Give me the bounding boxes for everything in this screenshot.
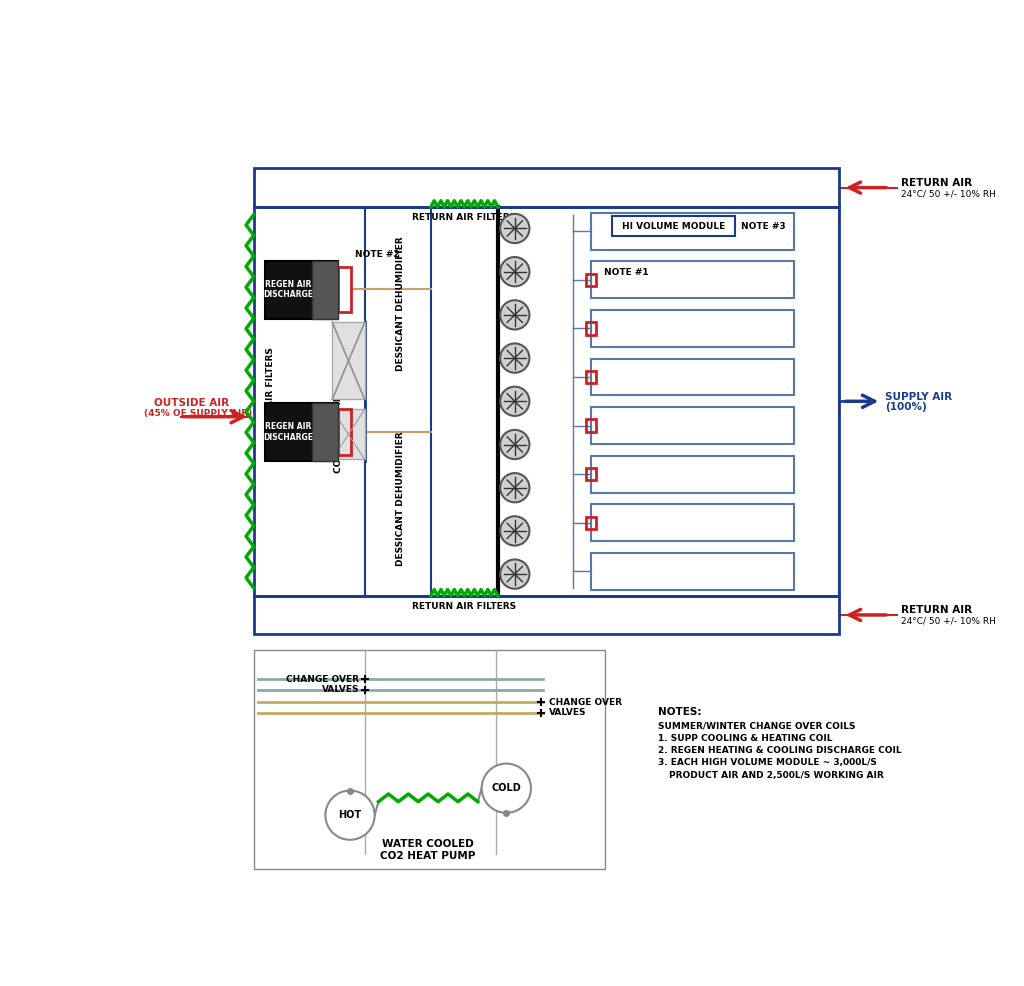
Text: NOTE #2: NOTE #2 <box>355 250 400 259</box>
Text: CHANGE OVER
VALVES: CHANGE OVER VALVES <box>549 698 622 717</box>
Bar <box>591 553 795 590</box>
Text: 24°C/ 50 +/- 10% RH: 24°C/ 50 +/- 10% RH <box>900 189 995 198</box>
Bar <box>254 207 839 596</box>
Circle shape <box>500 430 529 459</box>
Bar <box>333 409 365 459</box>
Bar <box>254 169 839 207</box>
Bar <box>587 419 596 432</box>
Text: HOT: HOT <box>339 810 361 820</box>
Text: RETURN AIR: RETURN AIR <box>900 605 972 615</box>
Text: NOTES:: NOTES: <box>658 707 701 718</box>
Circle shape <box>500 387 529 416</box>
Text: HI VOLUME MODULE: HI VOLUME MODULE <box>622 222 725 231</box>
Text: 3. EACH HIGH VOLUME MODULE ~ 3,000L/S: 3. EACH HIGH VOLUME MODULE ~ 3,000L/S <box>658 758 877 767</box>
Bar <box>265 260 339 318</box>
Text: RETURN AIR FILTERS: RETURN AIR FILTERS <box>413 213 516 222</box>
Text: (100%): (100%) <box>885 402 927 412</box>
Bar <box>587 322 596 334</box>
Text: DESSICANT DEHUMIDIFIER: DESSICANT DEHUMIDIFIER <box>395 237 404 372</box>
Bar <box>265 403 339 461</box>
Bar <box>591 407 795 444</box>
Text: NOTE #1: NOTE #1 <box>604 268 649 277</box>
Bar <box>611 216 735 236</box>
Text: 24°C/ 50 +/- 10% RH: 24°C/ 50 +/- 10% RH <box>900 616 995 626</box>
Circle shape <box>500 473 529 502</box>
Bar <box>591 359 795 395</box>
Text: REGEN AIR
DISCHARGE: REGEN AIR DISCHARGE <box>263 422 313 442</box>
Bar <box>587 517 596 528</box>
Circle shape <box>500 257 529 286</box>
Text: WATER COOLED
CO2 HEAT PUMP: WATER COOLED CO2 HEAT PUMP <box>381 839 476 861</box>
Bar <box>311 260 339 318</box>
Bar <box>591 261 795 298</box>
Circle shape <box>500 559 529 589</box>
Bar <box>311 403 339 461</box>
Text: RETURN AIR: RETURN AIR <box>900 178 972 188</box>
Circle shape <box>500 343 529 373</box>
Text: CHANGE OVER
VALVES: CHANGE OVER VALVES <box>287 674 359 694</box>
Text: PRODUCT AIR AND 2,500L/S WORKING AIR: PRODUCT AIR AND 2,500L/S WORKING AIR <box>669 770 884 780</box>
Bar <box>339 409 351 455</box>
Bar <box>587 274 596 286</box>
Text: (45% OF SUPPLY AIR): (45% OF SUPPLY AIR) <box>144 409 253 418</box>
Bar <box>333 322 365 399</box>
Bar <box>587 371 596 384</box>
Circle shape <box>500 214 529 244</box>
Circle shape <box>500 301 529 329</box>
Text: SUMMER/WINTER CHANGE OVER COILS: SUMMER/WINTER CHANGE OVER COILS <box>658 721 855 731</box>
Bar <box>591 505 795 541</box>
Text: 1. SUPP COOLING & HEATING COIL: 1. SUPP COOLING & HEATING COIL <box>658 734 833 742</box>
Bar <box>591 213 795 249</box>
Text: CONOMY DAMPERS: CONOMY DAMPERS <box>334 376 343 473</box>
Text: NOTE #3: NOTE #3 <box>741 222 785 231</box>
Bar <box>254 596 839 634</box>
Text: RETURN AIR FILTERS: RETURN AIR FILTERS <box>413 602 516 611</box>
Text: COLD: COLD <box>492 783 521 793</box>
Circle shape <box>481 763 531 812</box>
Circle shape <box>500 517 529 545</box>
Bar <box>591 310 795 347</box>
Text: SUPPLY AIR: SUPPLY AIR <box>885 391 952 401</box>
Bar <box>591 456 795 493</box>
Text: OUTSIDE AIR: OUTSIDE AIR <box>154 397 228 408</box>
Text: 2. REGEN HEATING & COOLING DISCHARGE COIL: 2. REGEN HEATING & COOLING DISCHARGE COI… <box>658 745 902 755</box>
Circle shape <box>326 791 375 840</box>
Bar <box>254 650 605 869</box>
Text: DESSICANT DEHUMIDIFIER: DESSICANT DEHUMIDIFIER <box>395 431 404 566</box>
Bar <box>339 267 351 313</box>
Text: REGEN AIR
DISCHARGE: REGEN AIR DISCHARGE <box>263 280 313 300</box>
Bar <box>587 468 596 480</box>
Text: OUTSIDE AIR FILTERS: OUTSIDE AIR FILTERS <box>266 347 275 456</box>
